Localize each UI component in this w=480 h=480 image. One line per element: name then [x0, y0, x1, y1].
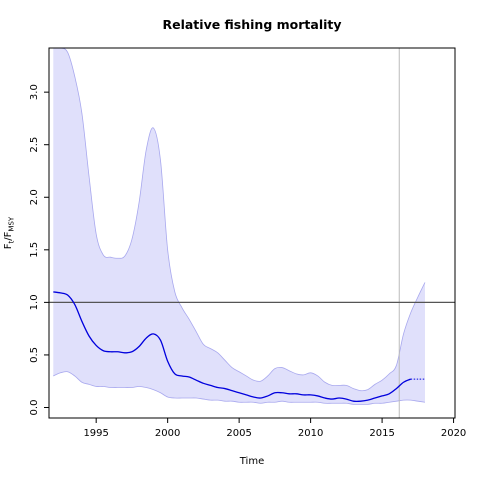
x-tick-label: 1995: [83, 428, 108, 439]
y-tick-label: 0.0: [29, 400, 40, 416]
y-tick-label: 2.5: [29, 137, 40, 153]
x-axis-label: Time: [239, 456, 264, 467]
x-tick-label: 2005: [226, 428, 251, 439]
y-tick-label: 2.0: [29, 189, 40, 205]
confidence-band-area: [53, 48, 425, 405]
series-layer: [53, 291, 425, 403]
x-tick-label: 2000: [155, 428, 180, 439]
y-tick-label: 3.0: [29, 84, 40, 100]
y-tick-label: 0.5: [29, 347, 40, 363]
y-tick-label: 1.0: [29, 294, 40, 310]
confidence-band: [53, 48, 426, 405]
chart-title: Relative fishing mortality: [162, 17, 341, 32]
x-tick-label: 2010: [298, 428, 323, 439]
y-axis-label-sep: /F: [3, 231, 14, 240]
confidence-band-lower-edge: [53, 371, 426, 405]
plot-frame: [48, 47, 456, 419]
series-estimate-line: [53, 291, 411, 403]
x-axis: 1995 2000 2005 2010 2015 2020: [83, 418, 466, 439]
x-tick-label: 2020: [441, 428, 466, 439]
confidence-band-upper-edge: [53, 48, 426, 392]
y-axis-label-base: F: [3, 243, 14, 249]
y-axis-label-sub1: t: [8, 240, 16, 243]
y-tick-label: 1.5: [29, 242, 40, 258]
y-axis: 0.0 0.5 1.0 1.5 2.0 2.5 3.0: [29, 84, 49, 415]
y-axis-label-sub2: MSY: [8, 216, 16, 231]
x-tick-label: 2015: [369, 428, 394, 439]
y-axis-label: Ft/FMSY: [3, 216, 16, 249]
